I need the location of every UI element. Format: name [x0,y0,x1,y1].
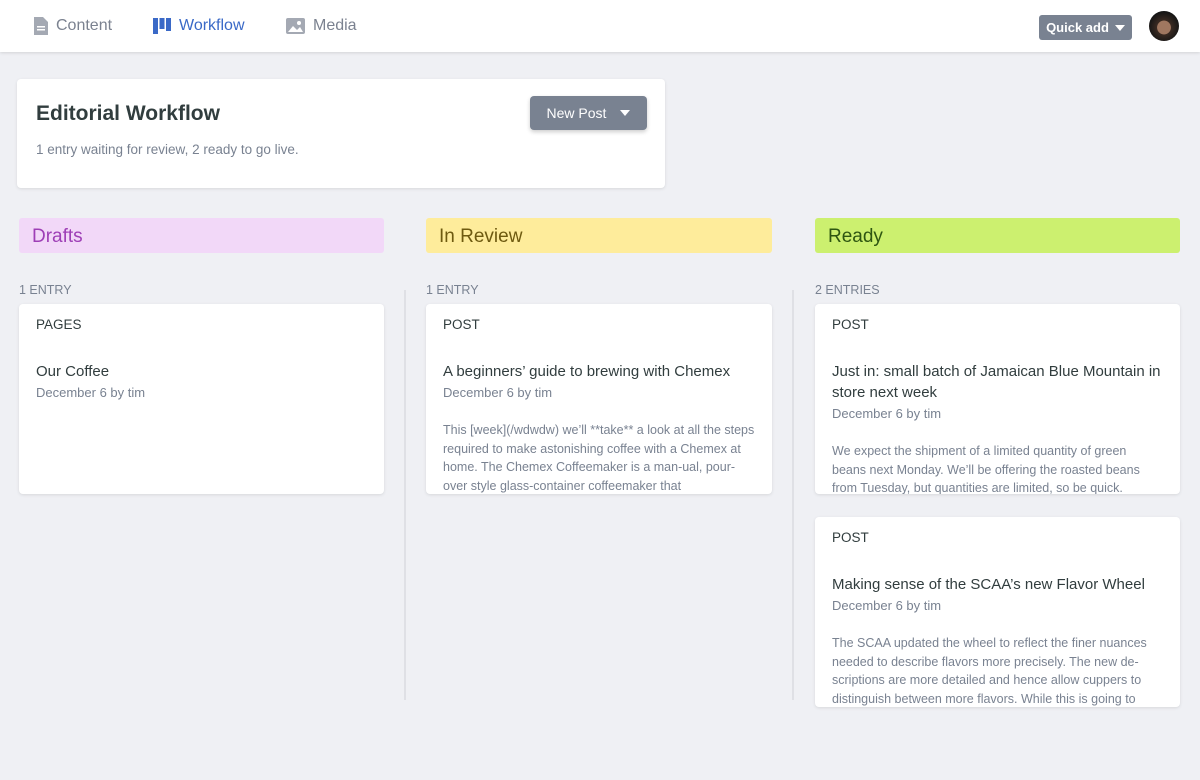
nav-workflow-label: Workflow [179,17,245,34]
nav-content[interactable]: Content [33,17,112,35]
caret-down-icon [1114,24,1125,31]
top-bar: Content Workflow Media Quick add [0,0,1200,52]
entry-excerpt: This [week](/wdwdw) we’ll **take** a loo… [443,423,755,493]
in-review-count: 1 entry [426,283,479,297]
entry-title: Making sense of the SCAA’s new Flavor Wh… [832,576,1145,593]
column-header-in-review: In Review [426,218,772,253]
entry-card[interactable]: Post Making sense of the SCAA’s new Flav… [815,517,1180,707]
page-title: Editorial Workflow [36,102,220,125]
image-icon [286,18,305,34]
nav-media[interactable]: Media [286,17,357,35]
entry-title: A beginners’ guide to brewing with Cheme… [443,363,731,380]
entry-title: Just in: small batch of Jamaican Blue Mo… [832,363,1161,401]
new-post-button[interactable]: New Post [530,96,647,130]
entry-type: Post [832,317,869,332]
new-post-label: New Post [546,105,607,121]
entry-type: Post [832,530,869,545]
workflow-icon [153,18,171,34]
quick-add-button[interactable]: Quick add [1039,15,1132,40]
column-divider [792,290,794,700]
entry-excerpt: We expect the shipment of a limited quan… [832,444,1140,494]
entry-excerpt: The SCAA updated the wheel to reflect th… [832,636,1147,706]
entry-type: Pages [36,317,82,332]
avatar[interactable] [1149,11,1179,41]
nav-workflow[interactable]: Workflow [153,17,245,35]
entry-card[interactable]: Pages Our Coffee December 6 by tim [19,304,384,494]
entry-card[interactable]: Post Just in: small batch of Jamaican Bl… [815,304,1180,494]
quick-add-label: Quick add [1046,20,1109,35]
nav-content-label: Content [56,17,113,34]
column-divider [404,290,406,700]
entry-card[interactable]: Post A beginners’ guide to brewing with … [426,304,772,494]
entry-title: Our Coffee [36,363,110,380]
page-subtitle: 1 entry waiting for review, 2 ready to g… [36,142,299,157]
caret-down-icon [620,110,631,116]
ready-count: 2 entries [815,283,880,297]
drafts-count: 1 entry [19,283,72,297]
entry-meta: December 6 by tim [832,598,942,613]
entry-type: Post [443,317,480,332]
nav-media-label: Media [313,17,357,34]
entry-meta: December 6 by tim [832,406,942,421]
workflow-header: Editorial Workflow 1 entry waiting for r… [17,79,665,188]
entry-meta: December 6 by tim [443,385,553,400]
entry-meta: December 6 by tim [36,385,146,400]
column-header-drafts: Drafts [19,218,384,253]
column-header-ready: Ready [815,218,1180,253]
document-icon [34,17,48,35]
